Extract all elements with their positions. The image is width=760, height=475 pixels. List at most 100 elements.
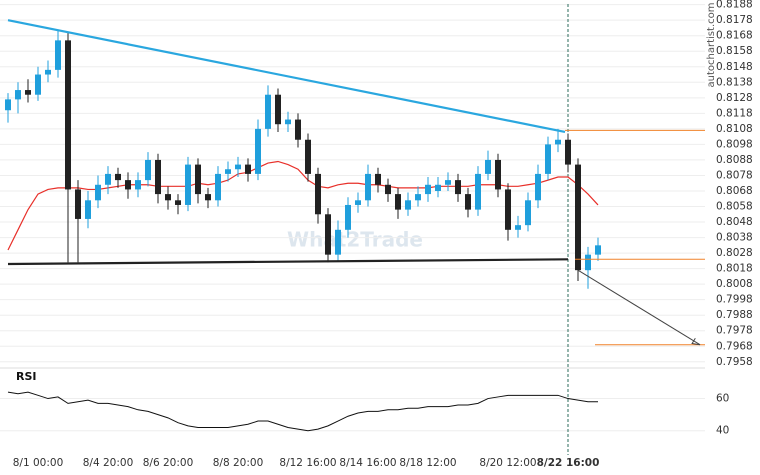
y-tick-label: 0.8178 xyxy=(716,14,753,26)
candle-body xyxy=(205,194,211,201)
candle-body xyxy=(245,164,251,174)
candle-body xyxy=(255,128,261,174)
candle-body xyxy=(475,173,481,210)
candle-body xyxy=(335,229,341,255)
candle-body xyxy=(365,173,371,201)
candle-body xyxy=(45,69,51,75)
candle-body xyxy=(35,74,41,95)
candle-body xyxy=(175,200,181,205)
rsi-tick-label: 40 xyxy=(716,425,729,437)
y-tick-label: 0.8128 xyxy=(716,92,753,104)
candle-body xyxy=(425,184,431,195)
candle-body xyxy=(395,194,401,210)
candle-body xyxy=(515,225,521,230)
y-tick-label: 0.8028 xyxy=(716,247,753,259)
candle-body xyxy=(195,164,201,195)
candle-body xyxy=(275,94,281,125)
candle-body xyxy=(315,173,321,215)
candle-body xyxy=(65,40,71,190)
candle-body xyxy=(5,99,11,111)
trendline xyxy=(7,19,566,134)
candle-body xyxy=(325,214,331,255)
y-tick-label: 0.8008 xyxy=(716,278,753,290)
candle-body xyxy=(75,189,81,219)
y-tick-label: 0.8018 xyxy=(716,263,753,275)
candle-body xyxy=(505,189,511,230)
arrow-head xyxy=(691,337,701,346)
y-tick-label: 0.8048 xyxy=(716,216,753,228)
candle-body xyxy=(485,159,491,174)
y-tick-label: 0.7968 xyxy=(716,340,753,352)
y-tick-label: 0.8158 xyxy=(716,45,753,57)
candle-body xyxy=(465,194,471,210)
candle-body xyxy=(125,180,131,190)
candle-body xyxy=(345,204,351,230)
watermark: What2Trade xyxy=(287,228,423,252)
candle-body xyxy=(415,194,421,201)
x-tick-label: 8/4 20:00 xyxy=(83,457,134,469)
candle-body xyxy=(95,184,101,201)
candle-body xyxy=(165,194,171,201)
y-tick-label: 0.8168 xyxy=(716,30,753,42)
trendline xyxy=(7,258,569,266)
candle-body xyxy=(575,164,581,271)
y-tick-label: 0.7978 xyxy=(716,325,753,337)
candle-body xyxy=(355,200,361,205)
candle-body xyxy=(235,164,241,170)
candle-body xyxy=(145,159,151,181)
x-tick-label: 8/12 16:00 xyxy=(279,457,336,469)
y-tick-label: 0.7988 xyxy=(716,309,753,321)
x-tick-label: 8/14 16:00 xyxy=(339,457,396,469)
candle-body xyxy=(215,173,221,201)
x-tick-label: 8/18 12:00 xyxy=(399,457,456,469)
candle-body xyxy=(495,159,501,190)
x-tick-label: 8/20 12:00 xyxy=(479,457,536,469)
candle-body xyxy=(555,139,561,145)
candle-body xyxy=(455,180,461,195)
candle-body xyxy=(525,200,531,226)
watermark: autochartist.com xyxy=(706,3,717,88)
candle-body xyxy=(25,90,31,95)
y-tick-label: 0.8038 xyxy=(716,232,753,244)
y-tick-label: 0.8088 xyxy=(716,154,753,166)
y-tick-label: 0.8098 xyxy=(716,138,753,150)
candle-body xyxy=(305,139,311,174)
rsi-label: RSI xyxy=(16,370,37,383)
candle-body xyxy=(115,173,121,181)
y-tick-label: 0.8188 xyxy=(716,0,753,11)
candle-body xyxy=(15,90,21,100)
candle-body xyxy=(545,144,551,174)
candle-body xyxy=(105,173,111,185)
candle-body xyxy=(225,169,231,174)
y-tick-label: 0.8078 xyxy=(716,169,753,181)
y-tick-label: 0.7958 xyxy=(716,356,753,368)
candle-body xyxy=(55,40,61,70)
candle-body xyxy=(595,245,601,255)
projection-arrow xyxy=(577,269,701,346)
y-tick-label: 0.8138 xyxy=(716,76,753,88)
candle-body xyxy=(405,200,411,210)
x-tick-label: 8/1 00:00 xyxy=(13,457,64,469)
rsi-line xyxy=(7,391,598,432)
candle-body xyxy=(85,200,91,219)
y-tick-label: 0.7998 xyxy=(716,294,753,306)
candle-body xyxy=(135,180,141,190)
candle-body xyxy=(375,173,381,185)
candle-body xyxy=(565,139,571,165)
candle-body xyxy=(535,173,541,201)
candle-body xyxy=(445,180,451,185)
y-tick-label: 0.8148 xyxy=(716,61,753,73)
y-tick-label: 0.8068 xyxy=(716,185,753,197)
candle-body xyxy=(585,254,591,271)
candle-body xyxy=(285,119,291,125)
candle-body xyxy=(155,159,161,195)
rsi-tick-label: 60 xyxy=(716,393,729,405)
candle-body xyxy=(185,164,191,205)
candle-body xyxy=(295,119,301,140)
candle-body xyxy=(265,94,271,129)
candle-body xyxy=(435,184,441,191)
candle-body xyxy=(385,184,391,195)
x-tick-label: 8/22 16:00 xyxy=(537,457,600,469)
y-tick-label: 0.8058 xyxy=(716,201,753,213)
